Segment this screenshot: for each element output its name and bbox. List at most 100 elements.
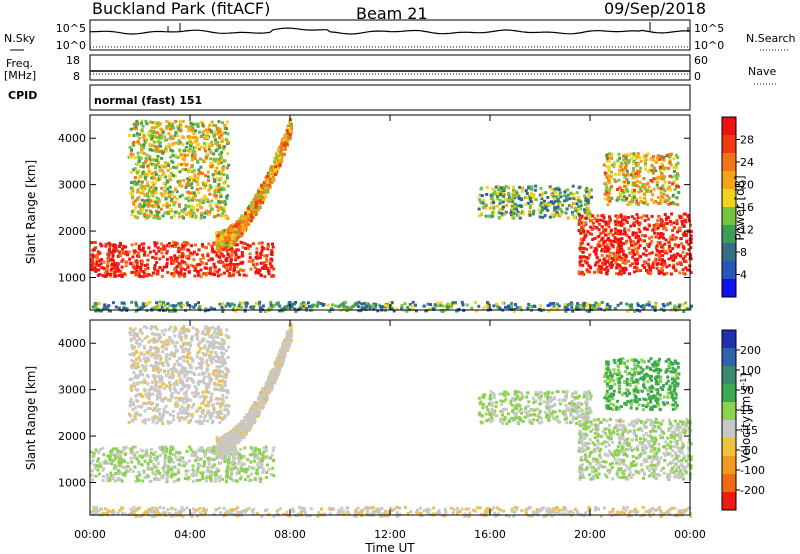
data-cell [643, 226, 647, 230]
data-cell [170, 197, 174, 201]
data-cell [650, 214, 654, 218]
data-cell [608, 217, 612, 221]
data-cell [272, 267, 276, 271]
data-cell [605, 154, 609, 157]
data-cell [221, 310, 225, 313]
data-cell [158, 266, 162, 270]
data-cell [604, 260, 608, 264]
data-cell [532, 212, 535, 216]
data-cell [619, 220, 623, 224]
data-cell [632, 154, 636, 158]
data-cell [157, 249, 161, 253]
data-cell [260, 249, 264, 253]
data-cell [639, 305, 643, 308]
data-cell [664, 249, 667, 253]
data-cell [276, 152, 280, 156]
data-cell [274, 168, 278, 171]
data-cell [517, 212, 521, 216]
data-cell [641, 183, 645, 186]
data-cell [573, 216, 577, 219]
data-cell [568, 204, 571, 208]
data-cell [210, 131, 214, 135]
data-cell [485, 186, 489, 189]
data-cell [135, 181, 139, 185]
data-cell [185, 146, 189, 149]
data-cell [661, 184, 665, 188]
data-cell [231, 273, 235, 277]
data-cell [669, 256, 673, 260]
data-cell [224, 480, 228, 484]
data-cell [225, 166, 229, 170]
data-cell [281, 309, 285, 313]
data-cell [609, 230, 613, 234]
data-cell [550, 307, 554, 311]
data-cell [97, 451, 101, 455]
data-cell [203, 194, 207, 198]
data-cell [258, 201, 262, 205]
data-cell [442, 309, 445, 313]
data-cell [193, 122, 197, 126]
data-cell [552, 201, 556, 205]
data-cell [91, 254, 95, 258]
data-cell [237, 222, 241, 226]
data-cell [281, 147, 285, 150]
data-cell [617, 243, 621, 247]
data-cell [538, 203, 542, 207]
data-cell [632, 162, 636, 165]
data-cell [640, 239, 644, 243]
data-cell [449, 305, 453, 309]
data-cell [611, 263, 615, 267]
data-cell [589, 188, 593, 192]
data-cell [632, 166, 635, 170]
data-cell [656, 241, 660, 245]
data-cell [215, 241, 219, 245]
data-cell [208, 449, 212, 453]
data-cell [662, 166, 666, 170]
data-cell [175, 242, 179, 246]
data-cell [167, 193, 171, 197]
data-cell [526, 306, 530, 310]
data-cell [211, 176, 215, 180]
data-cell [224, 233, 227, 237]
data-cell [627, 247, 631, 250]
data-cell [173, 134, 177, 138]
data-cell [145, 309, 149, 313]
nsearch-label: N.Search [746, 32, 796, 45]
data-cell [620, 198, 624, 202]
data-cell [147, 167, 151, 171]
data-cell [272, 459, 276, 463]
data-cell [221, 164, 225, 168]
data-cell [663, 198, 667, 202]
data-cell [623, 174, 627, 177]
data-cell [94, 474, 98, 478]
data-cell [219, 273, 223, 276]
data-cell [137, 176, 141, 180]
data-cell [589, 214, 593, 218]
data-cell [518, 185, 522, 189]
data-cell [513, 303, 517, 306]
data-cell [648, 252, 652, 256]
data-cell [595, 226, 599, 229]
data-cell [246, 243, 249, 247]
data-cell [149, 134, 153, 138]
data-cell [136, 478, 140, 481]
data-cell [161, 151, 165, 155]
data-cell [342, 306, 346, 310]
data-cell [239, 240, 243, 244]
data-cell [657, 196, 660, 199]
data-cell [183, 260, 186, 264]
data-cell [137, 271, 141, 275]
data-cell [285, 142, 289, 146]
data-cell [124, 264, 128, 268]
data-cell [169, 208, 173, 211]
data-cell [613, 172, 617, 176]
data-cell [173, 472, 177, 476]
data-cell [193, 141, 197, 145]
data-cell [203, 454, 207, 458]
data-cell [198, 170, 202, 174]
data-cell [146, 263, 149, 267]
data-cell [574, 209, 578, 213]
data-cell [186, 190, 190, 194]
data-cell [266, 188, 270, 192]
data-cell [619, 213, 623, 217]
